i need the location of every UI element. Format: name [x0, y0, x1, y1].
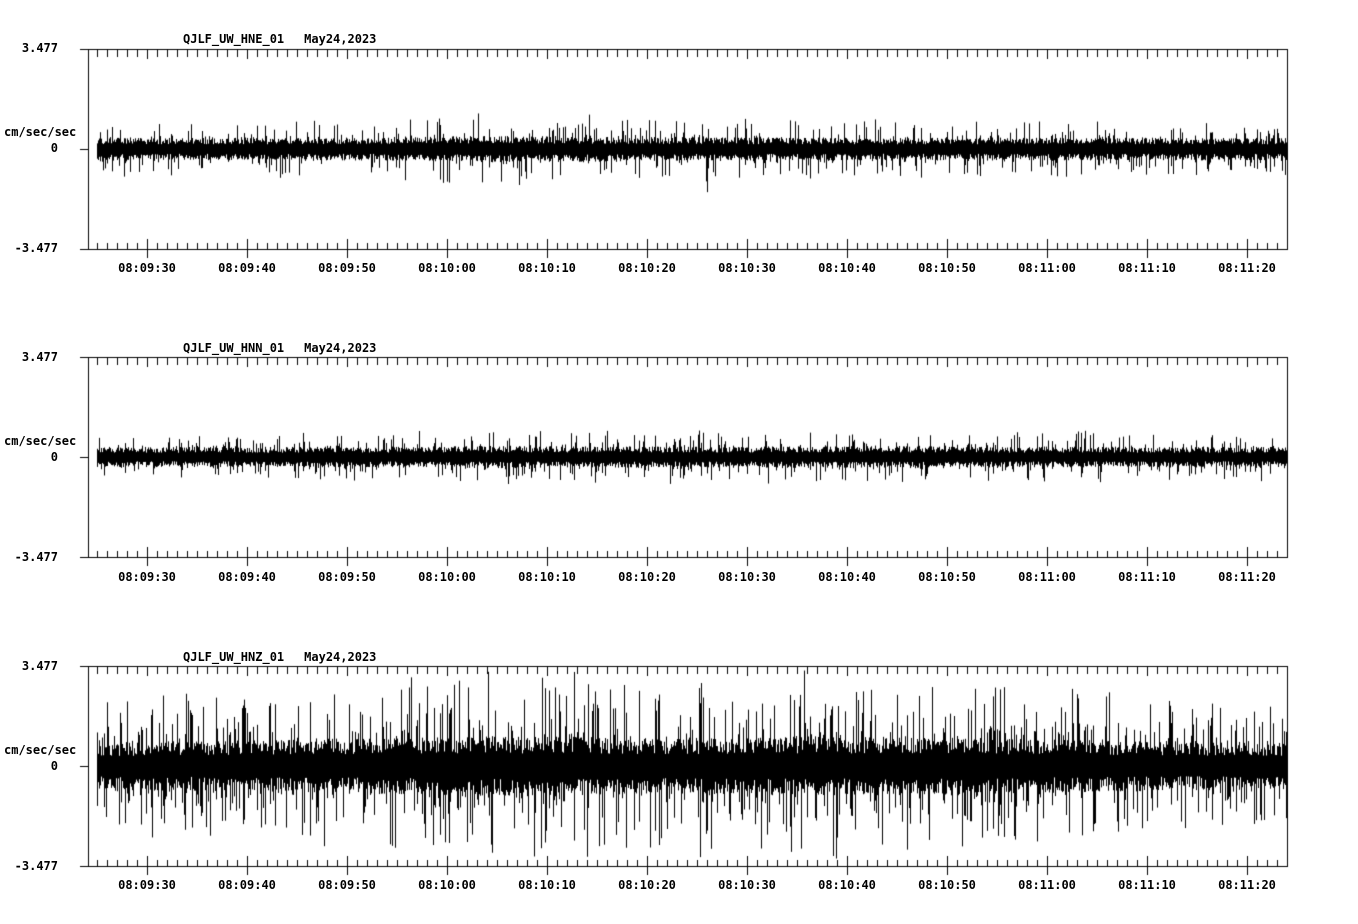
x-tick-label: 08:11:20	[1218, 570, 1276, 584]
x-tick-label: 08:09:40	[218, 570, 276, 584]
x-tick-label: 08:10:00	[418, 261, 476, 275]
y-max-label: 3.477	[21, 350, 58, 364]
y-zero-label: 0	[50, 759, 58, 773]
x-tick-label: 08:11:10	[1118, 878, 1176, 892]
y-zero-label: 0	[50, 141, 58, 155]
date-label: May24,2023	[304, 32, 377, 46]
panel-title: QJLF_UW_HNZ_01 May24,2023	[183, 650, 376, 664]
x-tick-label: 08:09:50	[318, 570, 376, 584]
x-tick-label: 08:10:30	[718, 878, 776, 892]
x-tick-label: 08:10:40	[818, 878, 876, 892]
y-units-label: cm/sec/sec	[4, 434, 77, 448]
x-tick-label: 08:11:20	[1218, 878, 1276, 892]
x-tick-label: 08:11:00	[1018, 878, 1076, 892]
x-tick-label: 08:10:40	[818, 261, 876, 275]
x-tick-label: 08:10:10	[518, 878, 576, 892]
x-tick-label: 08:09:30	[118, 878, 176, 892]
x-tick-label: 08:10:50	[918, 570, 976, 584]
date-label: May24,2023	[304, 650, 377, 664]
panel-title: QJLF_UW_HNE_01 May24,2023	[183, 32, 376, 46]
x-tick-label: 08:09:40	[218, 261, 276, 275]
y-max-label: 3.477	[21, 659, 58, 673]
x-tick-label: 08:11:10	[1118, 570, 1176, 584]
y-units-label: cm/sec/sec	[4, 125, 77, 139]
y-max-label: 3.477	[21, 41, 58, 55]
y-min-label: -3.477	[14, 859, 58, 873]
x-tick-label: 08:10:30	[718, 570, 776, 584]
x-tick-label: 08:11:00	[1018, 261, 1076, 275]
x-tick-label: 08:10:10	[518, 261, 576, 275]
y-zero-label: 0	[50, 450, 58, 464]
x-tick-label: 08:09:30	[118, 261, 176, 275]
panel-title: QJLF_UW_HNN_01 May24,2023	[183, 341, 376, 355]
x-tick-label: 08:11:20	[1218, 261, 1276, 275]
x-tick-label: 08:09:30	[118, 570, 176, 584]
station-id: QJLF_UW_HNZ_01	[183, 650, 285, 664]
x-tick-label: 08:09:50	[318, 261, 376, 275]
x-tick-label: 08:09:50	[318, 878, 376, 892]
x-tick-label: 08:10:20	[618, 570, 676, 584]
station-id: QJLF_UW_HNE_01	[183, 32, 285, 46]
x-tick-label: 08:10:30	[718, 261, 776, 275]
x-tick-label: 08:10:10	[518, 570, 576, 584]
x-tick-label: 08:10:40	[818, 570, 876, 584]
x-tick-label: 08:09:40	[218, 878, 276, 892]
x-tick-label: 08:10:20	[618, 878, 676, 892]
x-tick-label: 08:10:00	[418, 570, 476, 584]
x-tick-label: 08:10:50	[918, 261, 976, 275]
x-tick-label: 08:10:50	[918, 878, 976, 892]
x-tick-label: 08:11:00	[1018, 570, 1076, 584]
y-units-label: cm/sec/sec	[4, 743, 77, 757]
date-label: May24,2023	[304, 341, 377, 355]
x-tick-label: 08:10:00	[418, 878, 476, 892]
y-min-label: -3.477	[14, 241, 58, 255]
x-tick-label: 08:11:10	[1118, 261, 1176, 275]
x-tick-label: 08:10:20	[618, 261, 676, 275]
station-id: QJLF_UW_HNN_01	[183, 341, 285, 355]
y-min-label: -3.477	[14, 550, 58, 564]
